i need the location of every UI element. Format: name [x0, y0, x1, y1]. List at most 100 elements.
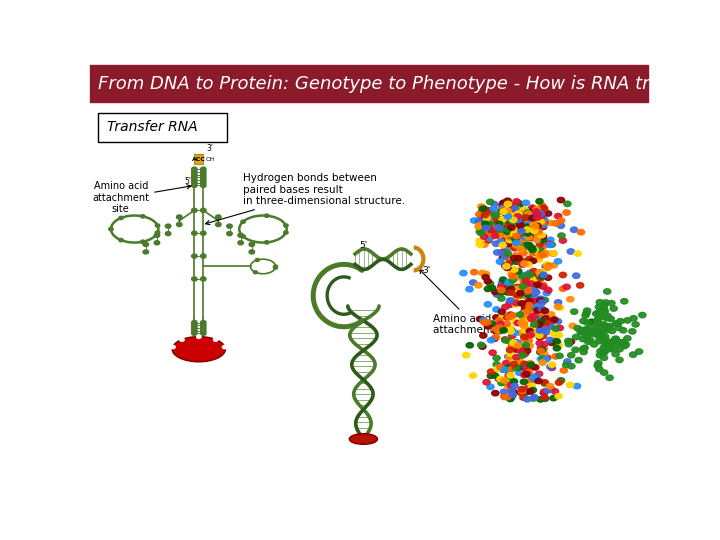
Circle shape [495, 224, 502, 230]
Circle shape [528, 383, 536, 388]
Circle shape [517, 291, 524, 296]
Circle shape [479, 208, 486, 213]
Circle shape [510, 389, 517, 395]
Circle shape [517, 291, 525, 296]
Circle shape [506, 300, 513, 305]
Circle shape [200, 167, 206, 171]
Circle shape [526, 243, 534, 248]
Circle shape [518, 320, 526, 326]
Circle shape [540, 346, 547, 352]
Circle shape [498, 250, 505, 255]
Circle shape [502, 264, 510, 269]
Circle shape [513, 300, 520, 306]
Circle shape [484, 279, 492, 284]
Circle shape [513, 292, 521, 298]
Circle shape [503, 264, 510, 269]
Circle shape [580, 319, 587, 324]
Circle shape [482, 221, 489, 227]
Circle shape [476, 212, 483, 217]
Circle shape [200, 254, 206, 258]
Circle shape [541, 380, 549, 386]
Circle shape [554, 213, 562, 219]
Circle shape [554, 319, 562, 324]
Circle shape [529, 272, 536, 278]
Circle shape [526, 270, 534, 275]
Circle shape [249, 242, 255, 246]
Circle shape [508, 272, 516, 277]
Circle shape [274, 266, 277, 269]
Circle shape [552, 339, 559, 344]
Circle shape [491, 373, 498, 378]
Circle shape [513, 237, 520, 242]
Circle shape [544, 388, 552, 393]
Circle shape [533, 215, 540, 221]
Circle shape [492, 207, 499, 212]
Circle shape [487, 373, 495, 379]
Circle shape [614, 321, 621, 327]
Circle shape [577, 329, 585, 335]
Circle shape [510, 206, 518, 211]
Circle shape [542, 356, 549, 362]
Circle shape [544, 275, 552, 280]
Circle shape [489, 285, 496, 291]
Circle shape [503, 227, 510, 232]
Circle shape [518, 259, 526, 264]
Circle shape [284, 224, 288, 227]
Circle shape [507, 373, 514, 378]
Text: 5': 5' [184, 177, 192, 186]
Circle shape [507, 351, 514, 356]
Circle shape [519, 389, 526, 394]
Circle shape [520, 284, 527, 289]
Circle shape [534, 223, 541, 228]
Circle shape [490, 226, 498, 231]
Text: Amino acid
attachment
site: Amino acid attachment site [92, 181, 191, 214]
Circle shape [533, 206, 540, 212]
Circle shape [508, 286, 515, 292]
Circle shape [512, 365, 520, 370]
Circle shape [518, 228, 525, 234]
Circle shape [541, 206, 548, 212]
Circle shape [140, 215, 145, 218]
Circle shape [531, 298, 538, 303]
Circle shape [513, 238, 521, 244]
Circle shape [493, 224, 500, 229]
Circle shape [550, 331, 557, 336]
Circle shape [602, 342, 609, 348]
Circle shape [513, 223, 520, 228]
Circle shape [513, 233, 520, 239]
Circle shape [523, 212, 530, 218]
Circle shape [513, 259, 520, 265]
Circle shape [509, 211, 516, 217]
Circle shape [501, 337, 508, 342]
Circle shape [565, 341, 572, 347]
Circle shape [523, 227, 531, 232]
Circle shape [488, 228, 495, 233]
Circle shape [482, 215, 489, 220]
Circle shape [556, 353, 563, 359]
Circle shape [548, 365, 555, 370]
Bar [90, 65, 648, 102]
Circle shape [519, 289, 526, 295]
Circle shape [471, 218, 478, 223]
Circle shape [574, 251, 581, 256]
Circle shape [559, 272, 567, 278]
Circle shape [531, 275, 539, 280]
Circle shape [508, 290, 515, 295]
Circle shape [518, 273, 526, 279]
Circle shape [537, 235, 544, 241]
Circle shape [518, 224, 526, 229]
Circle shape [577, 328, 585, 333]
Circle shape [536, 335, 544, 340]
Circle shape [264, 241, 269, 244]
Circle shape [492, 328, 500, 334]
Circle shape [546, 364, 554, 369]
Circle shape [493, 216, 500, 221]
Circle shape [506, 234, 513, 239]
Circle shape [505, 201, 513, 207]
Circle shape [603, 315, 611, 321]
Circle shape [192, 178, 197, 182]
Circle shape [513, 275, 520, 280]
Circle shape [515, 239, 523, 245]
Circle shape [511, 219, 519, 224]
Circle shape [192, 172, 197, 177]
